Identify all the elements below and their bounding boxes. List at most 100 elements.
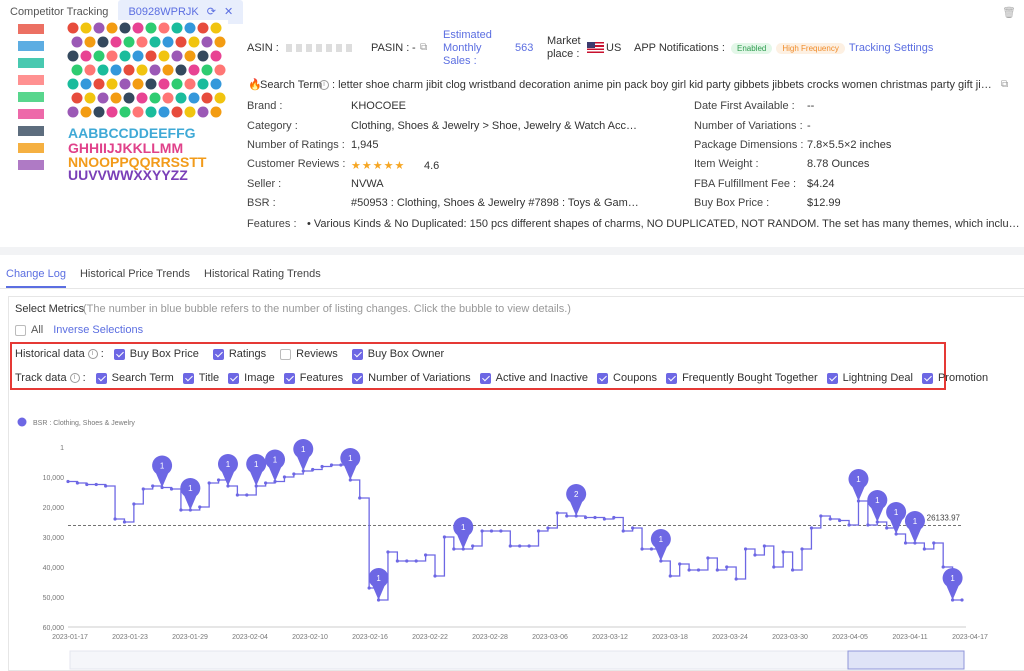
bsr-point[interactable] — [734, 577, 738, 581]
refresh-icon[interactable]: ⟳ — [206, 6, 216, 18]
bsr-point[interactable] — [574, 514, 578, 518]
track-metric-image[interactable]: Image — [228, 372, 275, 384]
change-bubble[interactable]: 1 — [848, 468, 869, 501]
bsr-point[interactable] — [885, 526, 889, 530]
bsr-point[interactable] — [141, 487, 145, 491]
bsr-point[interactable] — [282, 475, 287, 479]
bsr-point[interactable] — [960, 598, 964, 602]
estimated-sales-label[interactable]: Estimated Monthly Sales : — [443, 29, 492, 67]
change-bubble[interactable]: 1 — [246, 453, 267, 486]
close-icon[interactable]: ✕ — [223, 6, 234, 18]
bsr-point[interactable] — [358, 496, 362, 500]
copy-icon[interactable]: ⧉ — [420, 42, 428, 53]
checkbox[interactable] — [826, 372, 838, 384]
bsr-point[interactable] — [743, 547, 748, 551]
bsr-point[interactable] — [800, 547, 804, 551]
bsr-point[interactable] — [339, 463, 343, 467]
info-icon[interactable]: i — [69, 373, 80, 383]
bsr-point[interactable] — [414, 559, 418, 563]
checkbox[interactable] — [597, 372, 609, 384]
bsr-point[interactable] — [424, 553, 428, 557]
checkbox[interactable] — [479, 372, 491, 384]
bsr-point[interactable] — [442, 535, 447, 539]
tab-competitor-tracking[interactable]: Competitor Tracking — [10, 6, 109, 18]
bsr-point[interactable] — [405, 559, 409, 563]
bsr-point[interactable] — [781, 550, 785, 554]
track-metric-lightning-deal[interactable]: Lightning Deal — [826, 372, 913, 384]
bsr-point[interactable] — [593, 515, 597, 520]
bsr-point[interactable] — [198, 505, 202, 509]
bsr-point[interactable] — [649, 547, 654, 551]
bsr-point[interactable] — [847, 523, 851, 527]
checkbox[interactable] — [283, 372, 295, 384]
bsr-point[interactable] — [94, 482, 98, 487]
bsr-point[interactable] — [753, 553, 757, 557]
bsr-point[interactable] — [866, 523, 870, 527]
bsr-point[interactable] — [386, 550, 390, 554]
historical-metric-ratings[interactable]: Ratings — [212, 348, 266, 360]
estimated-sales-value[interactable]: 563 — [515, 42, 534, 54]
bsr-point[interactable] — [715, 568, 719, 572]
bsr-point[interactable] — [235, 493, 239, 497]
bsr-point[interactable] — [612, 515, 616, 520]
checkbox[interactable] — [113, 348, 125, 360]
track-metric-frequently-bought-together[interactable]: Frequently Bought Together — [666, 372, 818, 384]
change-bubble[interactable]: 1 — [650, 528, 671, 561]
range-slider-window[interactable] — [847, 650, 965, 670]
bsr-point[interactable] — [809, 526, 814, 530]
change-bubble[interactable]: 1 — [886, 501, 907, 534]
track-metric-number-of-variations[interactable]: Number of Variations — [352, 372, 471, 384]
bsr-point[interactable] — [499, 529, 503, 533]
bsr-point[interactable] — [395, 559, 399, 563]
checkbox[interactable] — [212, 348, 224, 360]
bsr-point[interactable] — [602, 517, 607, 521]
info-icon[interactable]: i — [319, 80, 329, 90]
bsr-point[interactable] — [828, 517, 832, 521]
bsr-point[interactable] — [367, 586, 371, 590]
bsr-point[interactable] — [320, 464, 324, 469]
info-icon[interactable]: i — [87, 349, 98, 359]
bsr-point[interactable] — [480, 529, 484, 533]
track-metric-active-and-inactive[interactable]: Active and Inactive — [479, 372, 588, 384]
change-bubble[interactable]: 1 — [942, 567, 963, 600]
track-metric-promotion[interactable]: Promotion — [921, 372, 988, 384]
all-checkbox[interactable] — [15, 324, 26, 336]
checkbox[interactable] — [95, 372, 107, 384]
bsr-point[interactable] — [292, 472, 296, 476]
bsr-point[interactable] — [536, 529, 541, 533]
tracking-settings-link[interactable]: Tracking Settings — [848, 42, 934, 54]
bsr-point[interactable] — [207, 481, 211, 485]
bsr-point[interactable] — [583, 515, 588, 520]
bsr-point[interactable] — [706, 556, 710, 560]
bsr-point[interactable] — [518, 544, 522, 548]
change-bubble[interactable]: 1 — [152, 455, 173, 488]
bsr-point[interactable] — [508, 544, 512, 548]
change-bubble[interactable]: 1 — [904, 510, 925, 543]
change-bubble[interactable]: 2 — [566, 483, 587, 516]
bsr-point[interactable] — [621, 529, 625, 533]
bsr-point[interactable] — [903, 541, 908, 545]
change-bubble[interactable]: 1 — [340, 447, 361, 480]
bsr-point[interactable] — [301, 469, 305, 473]
bsr-point[interactable] — [179, 508, 183, 512]
product-image[interactable]: AABBCCDDEEFFG GHHIIJJKKLLMM NNOOPPQQRRSS… — [16, 20, 228, 183]
bsr-point[interactable] — [527, 544, 531, 548]
bsr-point[interactable] — [113, 517, 117, 521]
change-bubble[interactable]: 1 — [217, 453, 238, 486]
bsr-point[interactable] — [471, 544, 475, 548]
bsr-point[interactable] — [696, 568, 701, 572]
tab-historical-price-trends[interactable]: Historical Price Trends — [79, 268, 190, 280]
legend-label[interactable]: BSR : Clothing, Shoes & Jewelry — [33, 420, 135, 427]
inverse-selection-link[interactable]: Inverse Selections — [53, 324, 144, 336]
checkbox[interactable] — [280, 348, 292, 360]
trash-icon[interactable]: 🗑 — [1002, 7, 1016, 19]
bsr-point[interactable] — [132, 502, 136, 506]
bsr-point[interactable] — [151, 484, 155, 488]
tab-historical-rating-trends[interactable]: Historical Rating Trends — [204, 268, 321, 280]
change-bubble[interactable]: 1 — [368, 567, 389, 600]
track-metric-search-term[interactable]: Search Term — [95, 372, 174, 384]
bsr-point[interactable] — [555, 511, 559, 515]
historical-metric-buy-box-owner[interactable]: Buy Box Owner — [351, 348, 444, 360]
copy-icon[interactable]: ⧉ — [1001, 79, 1009, 90]
bsr-point[interactable] — [838, 518, 842, 523]
